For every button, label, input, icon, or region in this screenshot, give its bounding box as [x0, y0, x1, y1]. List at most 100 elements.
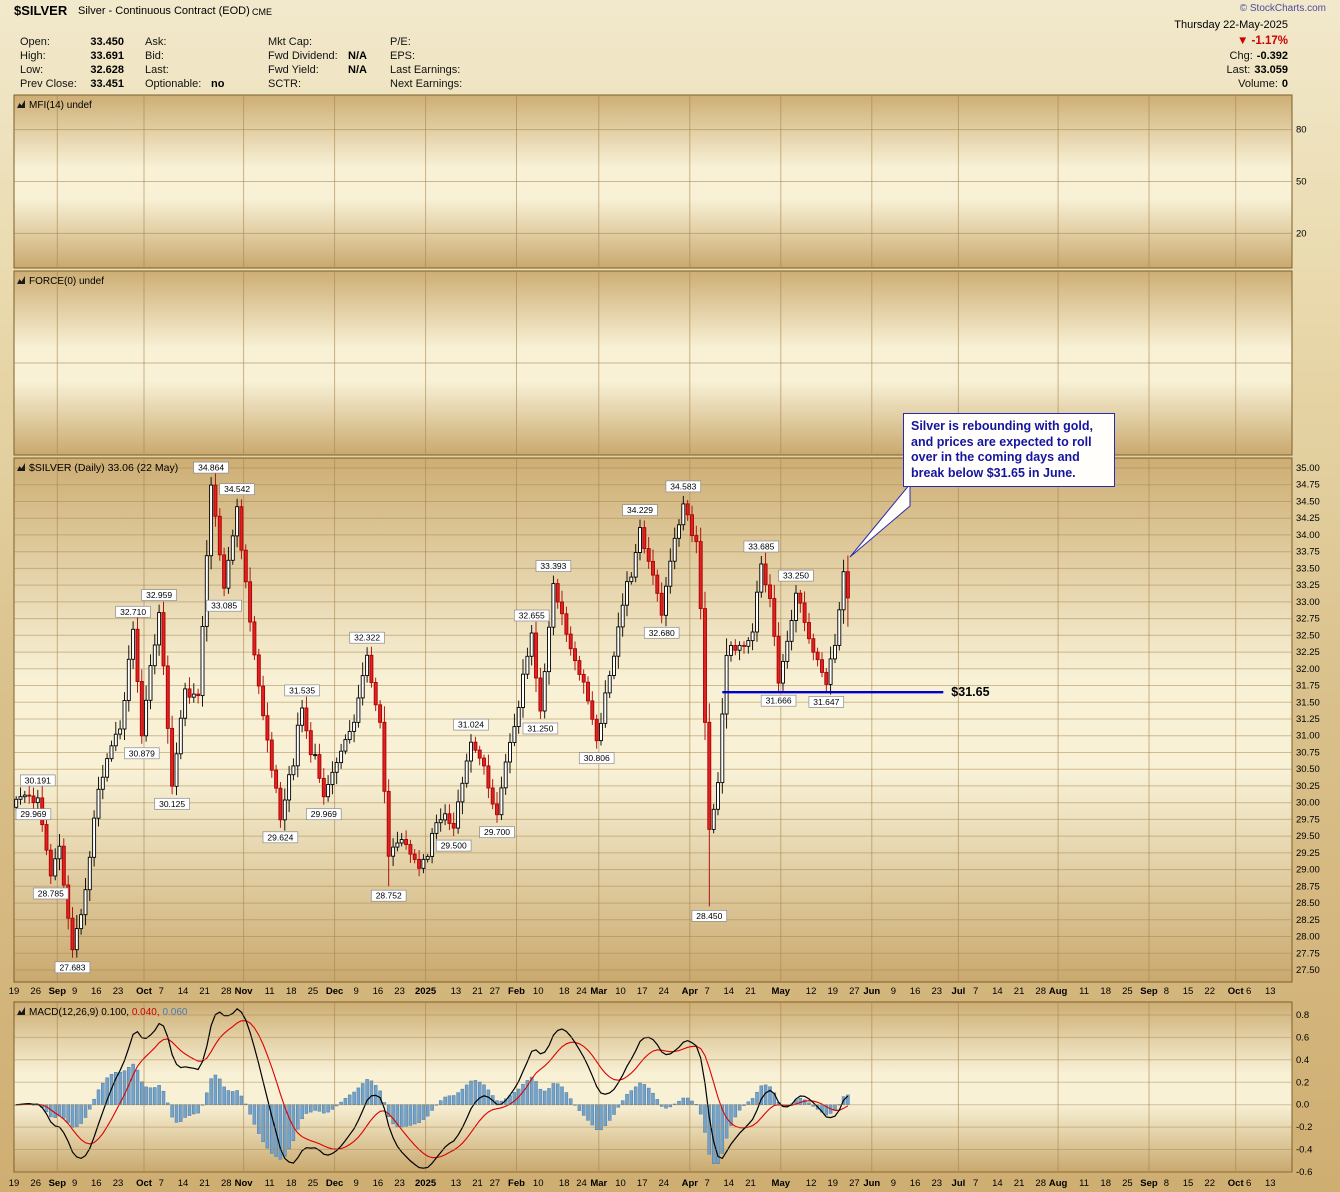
svg-text:14: 14 — [992, 1178, 1003, 1189]
quote-label: Fwd Yield: — [268, 64, 319, 76]
exchange-label: CME — [252, 7, 272, 17]
price-axis-label: 28.25 — [1296, 915, 1320, 926]
quote-value: 33.059 — [1254, 64, 1288, 76]
quote-label: Low: — [20, 64, 44, 76]
svg-text:13: 13 — [451, 1178, 462, 1189]
svg-text:18: 18 — [559, 986, 570, 997]
svg-text:14: 14 — [724, 1178, 735, 1189]
svg-text:27: 27 — [849, 986, 860, 997]
svg-text:10: 10 — [533, 1178, 544, 1189]
svg-text:Jun: Jun — [863, 1178, 880, 1189]
svg-text:22: 22 — [1204, 1178, 1215, 1189]
price-axis-label: 35.00 — [1296, 463, 1320, 474]
svg-text:26: 26 — [30, 986, 41, 997]
svg-text:17: 17 — [637, 986, 648, 997]
svg-text:9: 9 — [891, 1178, 896, 1189]
svg-text:29.969: 29.969 — [20, 809, 46, 819]
quote-value: 0 — [1281, 78, 1288, 90]
svg-text:10: 10 — [615, 1178, 626, 1189]
svg-text:7: 7 — [159, 986, 164, 997]
stockcharts-copyright-link[interactable]: © StockCharts.com — [1239, 3, 1326, 14]
quote-label: Prev Close: — [20, 78, 77, 90]
quote-panel: Open: 33.450 High: 33.691 Low: 32.628 Prev Clo… — [20, 35, 476, 91]
svg-text:23: 23 — [394, 1178, 405, 1189]
svg-text:31.666: 31.666 — [766, 696, 792, 706]
annotation-note: Silver is rebounding with gold, and pric… — [903, 413, 1115, 487]
svg-text:Oct: Oct — [136, 986, 153, 997]
svg-text:Sep: Sep — [1140, 1178, 1158, 1189]
price-axis-label: 29.00 — [1296, 865, 1320, 876]
svg-text:Jun: Jun — [863, 986, 880, 997]
svg-text:15: 15 — [1183, 1178, 1194, 1189]
svg-text:31.647: 31.647 — [813, 697, 839, 707]
svg-text:25: 25 — [308, 986, 319, 997]
macd-grid: 0.8 0.6 0.4 0.2 0.0 -0.2 -0.4 -0.6 — [14, 1010, 1312, 1178]
quote-value: N/A — [348, 50, 367, 62]
svg-text:9: 9 — [72, 1178, 77, 1189]
svg-text:7: 7 — [705, 1178, 710, 1189]
price-axis-label: 27.75 — [1296, 948, 1320, 959]
svg-text:Oct: Oct — [1228, 986, 1245, 997]
mfi-axis-label: 80 — [1296, 125, 1307, 136]
svg-text:30.191: 30.191 — [25, 775, 51, 785]
quote-label: Mkt Cap: — [268, 36, 313, 48]
price-axis-label: 31.00 — [1296, 731, 1320, 742]
svg-text:19: 19 — [9, 986, 20, 997]
svg-text:25: 25 — [1122, 986, 1133, 997]
price-axis-label: 31.50 — [1296, 697, 1320, 708]
svg-text:Apr: Apr — [682, 1178, 699, 1189]
svg-text:30.125: 30.125 — [159, 799, 185, 809]
macd-axis-label: -0.6 — [1296, 1167, 1312, 1178]
svg-text:29.700: 29.700 — [484, 827, 510, 837]
indicator-icon — [17, 100, 25, 108]
svg-text:21: 21 — [472, 1178, 483, 1189]
annotation-text: Silver is rebounding with gold, and pric… — [911, 419, 1093, 480]
quote-label: Optionable: — [145, 78, 202, 90]
svg-text:Oct: Oct — [136, 1178, 153, 1189]
support-price-label: $31.65 — [951, 685, 989, 699]
svg-text:15: 15 — [1183, 986, 1194, 997]
svg-text:Apr: Apr — [682, 986, 699, 997]
svg-text:19: 19 — [9, 1178, 20, 1189]
svg-text:2025: 2025 — [415, 986, 437, 997]
svg-text:34.229: 34.229 — [627, 505, 653, 515]
quote-value: N/A — [348, 64, 367, 76]
svg-text:31.250: 31.250 — [527, 724, 553, 734]
svg-text:28: 28 — [1035, 986, 1046, 997]
quote-value: 33.450 — [90, 36, 124, 48]
svg-text:25: 25 — [1122, 1178, 1133, 1189]
quote-label: Fwd Dividend: — [268, 50, 338, 62]
quote-label: Last Earnings: — [390, 64, 461, 76]
svg-text:Feb: Feb — [508, 1178, 525, 1189]
support-line: $31.65 — [722, 685, 990, 699]
svg-text:9: 9 — [354, 1178, 359, 1189]
svg-text:12: 12 — [806, 1178, 817, 1189]
mfi-panel-title: MFI(14) undef — [29, 100, 92, 111]
svg-text:16: 16 — [910, 986, 921, 997]
quote-label: Ask: — [145, 36, 167, 48]
force-panel-title: FORCE(0) undef — [29, 276, 104, 287]
svg-text:8: 8 — [1164, 986, 1169, 997]
price-axis-label: 33.00 — [1296, 597, 1320, 608]
macd-axis-label: 0.8 — [1296, 1010, 1309, 1021]
price-axis-label: 33.50 — [1296, 563, 1320, 574]
svg-text:28.785: 28.785 — [38, 889, 64, 899]
svg-text:14: 14 — [178, 986, 189, 997]
svg-text:16: 16 — [91, 986, 102, 997]
svg-text:Feb: Feb — [508, 986, 525, 997]
price-axis-label: 30.75 — [1296, 748, 1320, 759]
x-axis-labels-top: 19 26 Sep 9 16 23 Oct 7 14 21 28 Nov 11 18 25 Dec 9 16 23 2… — [9, 986, 1276, 997]
svg-text:19: 19 — [828, 1178, 839, 1189]
price-axis-label: 34.00 — [1296, 530, 1320, 541]
svg-text:34.864: 34.864 — [198, 463, 224, 473]
svg-text:16: 16 — [91, 1178, 102, 1189]
percent-change: ▼ -1.17% — [1236, 35, 1288, 47]
svg-text:17: 17 — [637, 1178, 648, 1189]
quote-label: EPS: — [390, 50, 416, 62]
price-axis-label: 30.00 — [1296, 798, 1320, 809]
svg-text:May: May — [772, 986, 791, 997]
svg-text:14: 14 — [178, 1178, 189, 1189]
mfi-grid: 80 50 20 — [14, 125, 1307, 239]
price-axis-label: 32.50 — [1296, 630, 1320, 641]
